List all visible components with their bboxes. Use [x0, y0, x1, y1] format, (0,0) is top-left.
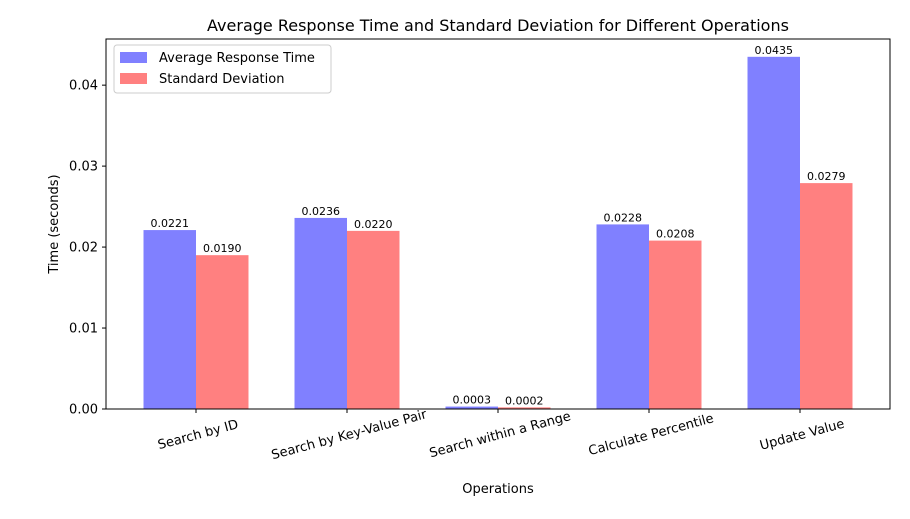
bar-standard-deviation-search-by-id [196, 255, 249, 409]
y-tick-label: 0.04 [69, 79, 98, 94]
y-axis-label: Time (seconds) [47, 174, 62, 274]
bar-value-label: 0.0435 [755, 44, 794, 57]
bar-value-label: 0.0236 [302, 205, 341, 218]
y-tick-label: 0.01 [69, 322, 98, 337]
x-axis-label: Operations [462, 482, 534, 497]
bar-value-label: 0.0208 [656, 228, 695, 241]
bar-value-label: 0.0002 [505, 394, 544, 407]
x-axis: Search by ID Search by Key-Value Pair Sear… [156, 407, 846, 463]
bar-standard-deviation-search-within-a-range [498, 407, 551, 409]
x-tick-label-update-value: Update Value [758, 417, 846, 454]
legend-swatch-average-response-time [120, 52, 147, 63]
y-axis: 0.00 0.01 0.02 0.03 0.04 [69, 79, 106, 418]
bar-average-response-time-calculate-percentile [596, 224, 649, 409]
bar-value-label: 0.0220 [354, 218, 393, 231]
bar-average-response-time-search-by-id [143, 230, 196, 409]
x-tick-label-search-by-id: Search by ID [156, 417, 240, 453]
bar-average-response-time-update-value [747, 56, 800, 409]
bar-value-label: 0.0228 [604, 211, 643, 224]
bar-value-label: 0.0221 [151, 217, 190, 230]
bar-value-label: 0.0279 [807, 170, 846, 183]
y-tick-label: 0.03 [69, 160, 98, 175]
bar-average-response-time-search-by-key-value-pair [294, 217, 347, 409]
bar-value-label: 0.0190 [203, 242, 242, 255]
x-tick-label-calculate-percentile: Calculate Percentile [587, 411, 715, 459]
x-tick-label-search-within-a-range: Search within a Range [428, 409, 573, 461]
legend-label-standard-deviation: Standard Deviation [159, 72, 284, 87]
bar-value-label: 0.0003 [453, 394, 492, 407]
y-tick-label: 0.00 [69, 403, 98, 418]
x-tick-label-search-by-key-value-pair: Search by Key-Value Pair [270, 407, 429, 463]
legend: Average Response Time Standard Deviation [113, 44, 332, 94]
bar-labels-group: 0.0221 0.0236 0.0003 0.0228 0.0435 0.0190 0.02… [151, 44, 846, 408]
chart-title: Average Response Time and Standard Devia… [207, 16, 789, 35]
bar-standard-deviation-calculate-percentile [649, 240, 702, 409]
legend-box [113, 44, 332, 94]
y-tick-label: 0.02 [69, 241, 98, 256]
bars-group [143, 56, 853, 409]
bar-average-response-time-search-within-a-range [445, 406, 498, 409]
legend-swatch-standard-deviation [120, 73, 147, 84]
legend-label-average-response-time: Average Response Time [159, 51, 315, 66]
bar-standard-deviation-search-by-key-value-pair [347, 230, 400, 409]
bar-standard-deviation-update-value [800, 183, 853, 409]
